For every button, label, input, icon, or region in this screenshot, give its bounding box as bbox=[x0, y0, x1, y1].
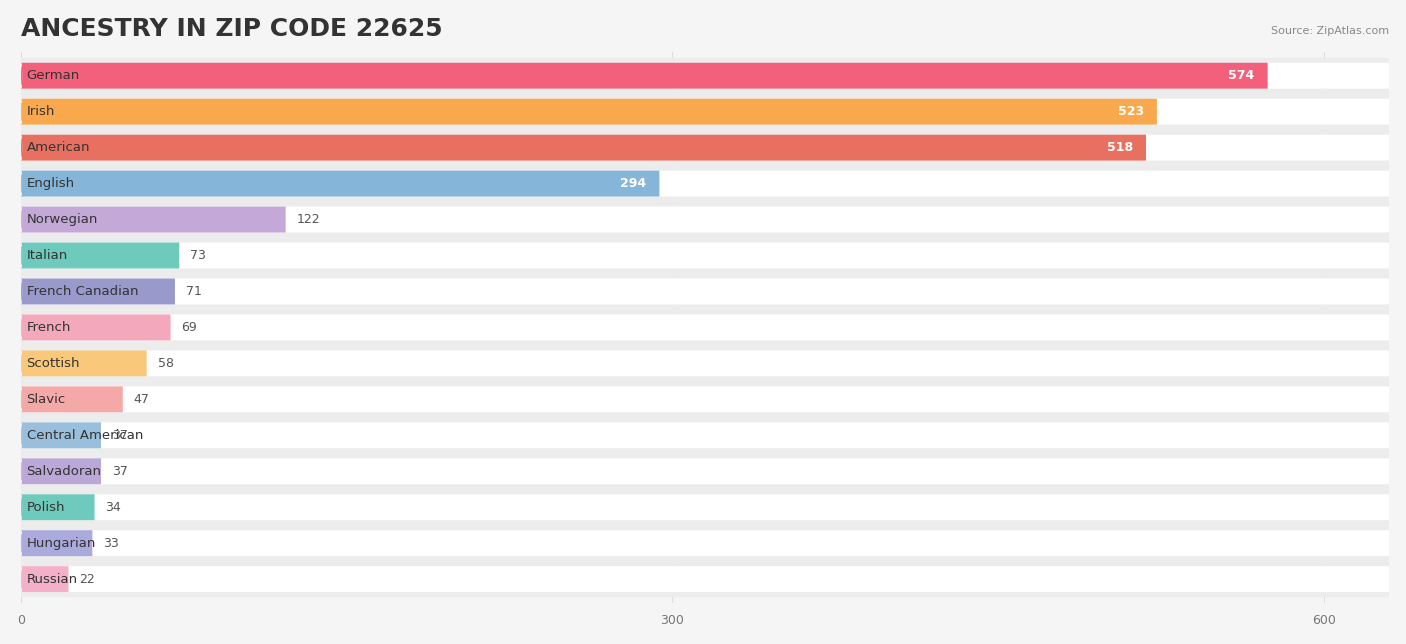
FancyBboxPatch shape bbox=[17, 93, 1393, 129]
FancyBboxPatch shape bbox=[17, 561, 1393, 597]
Text: English: English bbox=[27, 177, 75, 190]
Text: Italian: Italian bbox=[27, 249, 67, 262]
FancyBboxPatch shape bbox=[21, 530, 1389, 556]
FancyBboxPatch shape bbox=[17, 345, 1393, 381]
FancyBboxPatch shape bbox=[21, 386, 1389, 412]
Text: 22: 22 bbox=[79, 573, 96, 585]
FancyBboxPatch shape bbox=[17, 238, 1393, 274]
FancyBboxPatch shape bbox=[17, 417, 1393, 453]
Text: Salvadoran: Salvadoran bbox=[27, 465, 101, 478]
Text: 58: 58 bbox=[157, 357, 173, 370]
FancyBboxPatch shape bbox=[21, 99, 1157, 124]
Text: 574: 574 bbox=[1229, 69, 1254, 82]
Text: Hungarian: Hungarian bbox=[27, 536, 96, 550]
Circle shape bbox=[20, 243, 21, 268]
FancyBboxPatch shape bbox=[21, 278, 174, 305]
FancyBboxPatch shape bbox=[21, 314, 1389, 341]
FancyBboxPatch shape bbox=[17, 274, 1393, 310]
FancyBboxPatch shape bbox=[21, 459, 101, 484]
Text: Polish: Polish bbox=[27, 501, 65, 514]
FancyBboxPatch shape bbox=[21, 278, 1389, 305]
Text: French Canadian: French Canadian bbox=[27, 285, 138, 298]
Text: 47: 47 bbox=[134, 393, 149, 406]
FancyBboxPatch shape bbox=[21, 422, 1389, 448]
FancyBboxPatch shape bbox=[17, 58, 1393, 93]
Circle shape bbox=[20, 351, 21, 376]
Text: Irish: Irish bbox=[27, 105, 55, 118]
FancyBboxPatch shape bbox=[21, 243, 179, 269]
FancyBboxPatch shape bbox=[21, 62, 1389, 89]
Text: 69: 69 bbox=[181, 321, 197, 334]
Circle shape bbox=[20, 459, 21, 484]
Circle shape bbox=[20, 99, 21, 124]
FancyBboxPatch shape bbox=[21, 350, 1389, 376]
Text: 71: 71 bbox=[186, 285, 201, 298]
FancyBboxPatch shape bbox=[21, 495, 94, 520]
Text: German: German bbox=[27, 69, 80, 82]
Text: French: French bbox=[27, 321, 70, 334]
Text: 33: 33 bbox=[103, 536, 120, 550]
FancyBboxPatch shape bbox=[21, 314, 170, 341]
FancyBboxPatch shape bbox=[21, 566, 69, 592]
Circle shape bbox=[20, 135, 21, 160]
FancyBboxPatch shape bbox=[17, 202, 1393, 238]
Text: 37: 37 bbox=[112, 429, 128, 442]
FancyBboxPatch shape bbox=[21, 171, 659, 196]
Text: Scottish: Scottish bbox=[27, 357, 80, 370]
FancyBboxPatch shape bbox=[21, 171, 1389, 196]
Circle shape bbox=[20, 495, 21, 520]
Text: 37: 37 bbox=[112, 465, 128, 478]
Circle shape bbox=[20, 387, 21, 412]
FancyBboxPatch shape bbox=[21, 62, 1268, 89]
Circle shape bbox=[20, 207, 21, 232]
FancyBboxPatch shape bbox=[21, 350, 146, 376]
Text: 523: 523 bbox=[1118, 105, 1144, 118]
FancyBboxPatch shape bbox=[21, 135, 1146, 160]
Circle shape bbox=[20, 423, 21, 448]
FancyBboxPatch shape bbox=[17, 453, 1393, 489]
FancyBboxPatch shape bbox=[17, 526, 1393, 561]
FancyBboxPatch shape bbox=[21, 207, 285, 232]
Text: 122: 122 bbox=[297, 213, 321, 226]
Circle shape bbox=[20, 531, 21, 556]
FancyBboxPatch shape bbox=[17, 166, 1393, 202]
Text: ANCESTRY IN ZIP CODE 22625: ANCESTRY IN ZIP CODE 22625 bbox=[21, 17, 443, 41]
Text: Slavic: Slavic bbox=[27, 393, 66, 406]
Text: 518: 518 bbox=[1107, 141, 1133, 154]
Circle shape bbox=[20, 279, 21, 304]
FancyBboxPatch shape bbox=[21, 566, 1389, 592]
FancyBboxPatch shape bbox=[21, 422, 101, 448]
FancyBboxPatch shape bbox=[17, 129, 1393, 166]
FancyBboxPatch shape bbox=[17, 489, 1393, 526]
FancyBboxPatch shape bbox=[21, 99, 1389, 124]
FancyBboxPatch shape bbox=[21, 386, 122, 412]
Text: Source: ZipAtlas.com: Source: ZipAtlas.com bbox=[1271, 26, 1389, 35]
Circle shape bbox=[20, 567, 21, 592]
Text: 294: 294 bbox=[620, 177, 647, 190]
FancyBboxPatch shape bbox=[21, 530, 93, 556]
FancyBboxPatch shape bbox=[17, 381, 1393, 417]
Text: 73: 73 bbox=[190, 249, 207, 262]
Text: 34: 34 bbox=[105, 501, 121, 514]
Circle shape bbox=[20, 63, 21, 88]
Circle shape bbox=[20, 315, 21, 340]
FancyBboxPatch shape bbox=[21, 459, 1389, 484]
FancyBboxPatch shape bbox=[21, 135, 1389, 160]
Circle shape bbox=[20, 171, 21, 196]
Text: Russian: Russian bbox=[27, 573, 77, 585]
FancyBboxPatch shape bbox=[21, 495, 1389, 520]
Text: American: American bbox=[27, 141, 90, 154]
FancyBboxPatch shape bbox=[21, 243, 1389, 269]
Text: Central American: Central American bbox=[27, 429, 143, 442]
FancyBboxPatch shape bbox=[21, 207, 1389, 232]
FancyBboxPatch shape bbox=[17, 310, 1393, 345]
Text: Norwegian: Norwegian bbox=[27, 213, 98, 226]
